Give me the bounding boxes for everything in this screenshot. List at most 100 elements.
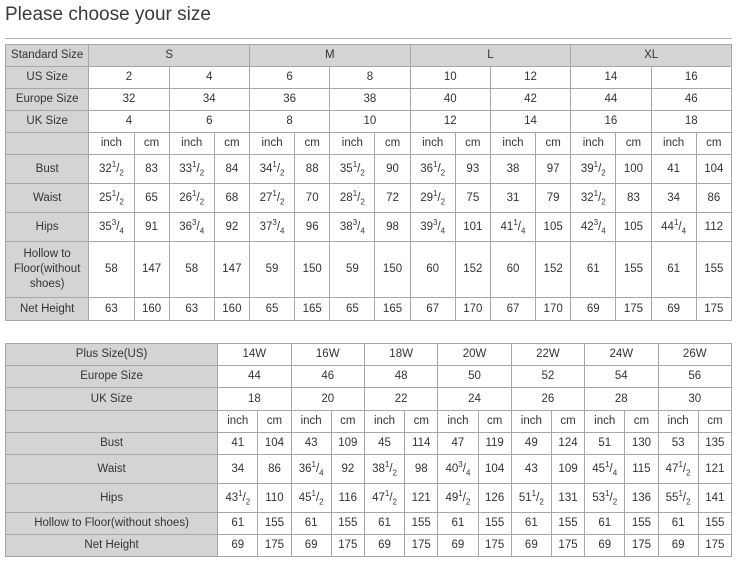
measurement-cell: 67	[409, 297, 456, 321]
measurement-cell: 116	[330, 483, 365, 513]
size-cell: 46	[650, 88, 733, 111]
row-label: Net Height	[4, 297, 90, 321]
measurement-cell: 175	[550, 534, 586, 557]
measurement-cell: 141	[697, 483, 733, 513]
size-cell: 28	[584, 387, 659, 411]
size-cell: 56	[657, 365, 732, 388]
size-group-l: L	[409, 44, 572, 67]
measurement-cell: 97	[535, 154, 572, 184]
measurement-cell: 155	[330, 512, 365, 535]
measurement-cell: 155	[404, 512, 439, 535]
measurement-cell: 391/2	[570, 154, 617, 184]
unit-cell: inch	[570, 132, 617, 155]
measurement-cell: 175	[404, 534, 439, 557]
size-cell: 12	[489, 66, 572, 89]
measurement-cell: 115	[624, 454, 659, 484]
size-cell: 38	[329, 88, 411, 111]
unit-cell: cm	[550, 410, 586, 433]
measurement-cell: 109	[330, 432, 365, 455]
row-label: Hollow to Floor(without shoes)	[4, 512, 219, 535]
measurement-cell: 373/4	[248, 212, 296, 242]
measurement-cell: 147	[213, 241, 250, 298]
unit-cell: inch	[657, 410, 699, 433]
measurement-cell: 38	[489, 154, 537, 184]
size-cell: 24	[437, 387, 512, 411]
measurement-cell: 43	[290, 432, 332, 455]
measurement-cell: 53	[657, 432, 699, 455]
measurement-cell: 83	[133, 154, 170, 184]
measurement-cell: 155	[697, 512, 733, 535]
unit-cell: inch	[329, 132, 376, 155]
measurement-cell: 251/2	[88, 183, 135, 213]
measurement-cell: 104	[695, 154, 733, 184]
size-cell: 16W	[290, 343, 365, 366]
measurement-cell: 431/2	[217, 483, 259, 513]
size-cell: 4	[88, 110, 170, 133]
row-label: UK Size	[4, 387, 219, 411]
measurement-cell: 155	[477, 512, 512, 535]
size-row: US Size 2 4 6 8 10 12 14 16	[4, 66, 733, 89]
measurement-cell: 47	[437, 432, 479, 455]
measurement-cell: 92	[330, 454, 365, 484]
size-cell: 2	[88, 66, 170, 89]
measurement-cell: 121	[404, 483, 439, 513]
measurement-cell: 175	[615, 297, 652, 321]
measurement-cell: 152	[535, 241, 572, 298]
unit-cell: cm	[624, 410, 659, 433]
header-row: Standard Size S M L XL	[4, 44, 732, 67]
measurement-cell: 70	[294, 183, 331, 213]
measurement-cell: 63	[168, 297, 215, 321]
measurement-cell: 381/2	[363, 454, 406, 484]
unit-cell: cm	[213, 132, 250, 155]
size-cell: 50	[437, 365, 512, 388]
measurement-cell: 261/2	[168, 183, 215, 213]
measurement-cell: 104	[257, 432, 292, 455]
unit-cell: inch	[88, 132, 135, 155]
unit-cell: inch	[363, 410, 406, 433]
measurement-cell: 88	[294, 154, 331, 184]
size-cell: 54	[584, 365, 659, 388]
size-cell: 44	[217, 365, 292, 388]
measurement-cell: 86	[695, 183, 733, 213]
unit-cell: cm	[294, 132, 331, 155]
measurement-cell: 175	[477, 534, 512, 557]
measurement-cell: 43	[510, 454, 552, 484]
unit-cell: inch	[584, 410, 626, 433]
unit-cell: inch	[290, 410, 332, 433]
measurement-cell: 61	[570, 241, 617, 298]
unit-row: inch cm inch cm inch cm inch cm inch cm inch cm inch…	[4, 410, 733, 433]
measurement-cell: 114	[404, 432, 439, 455]
measurement-cell: 104	[477, 454, 512, 484]
measurement-row: Hips 353/4 91 363/4 92 373/4 96 383/4 98 393/4 101…	[4, 212, 733, 242]
measurement-cell: 61	[510, 512, 552, 535]
size-cell: 22W	[510, 343, 586, 366]
unit-cell: cm	[133, 132, 170, 155]
measurement-cell: 45	[363, 432, 406, 455]
measurement-row: Net Height 63 160 63 160 65 165 65 165 67 170 67 170…	[4, 297, 733, 321]
size-cell: 8	[248, 110, 331, 133]
row-label: Hips	[4, 212, 90, 242]
size-cell: 36	[248, 88, 331, 111]
measurement-cell: 170	[535, 297, 572, 321]
size-cell: 4	[168, 66, 250, 89]
measurement-cell: 155	[695, 241, 733, 298]
measurement-cell: 363/4	[168, 212, 215, 242]
unit-cell: cm	[454, 132, 491, 155]
measurement-cell: 175	[697, 534, 733, 557]
size-cell: 30	[657, 387, 732, 411]
measurement-row: Hollow to Floor(without shoes) 61 155 61 155…	[4, 512, 733, 535]
size-cell: 18W	[363, 343, 439, 366]
row-label: Waist	[4, 454, 219, 484]
size-cell: 22	[363, 387, 439, 411]
measurement-cell: 60	[409, 241, 456, 298]
measurement-cell: 361/2	[409, 154, 456, 184]
size-row: Europe Size 44 46 48 50 52 54 56	[4, 365, 732, 388]
measurement-cell: 126	[477, 483, 512, 513]
measurement-cell: 175	[695, 297, 733, 321]
measurement-cell: 65	[248, 297, 296, 321]
row-label: Hollow to Floor(without shoes)	[4, 241, 90, 298]
measurement-cell: 160	[213, 297, 250, 321]
measurement-cell: 165	[294, 297, 331, 321]
measurement-cell: 61	[290, 512, 332, 535]
measurement-cell: 69	[510, 534, 552, 557]
